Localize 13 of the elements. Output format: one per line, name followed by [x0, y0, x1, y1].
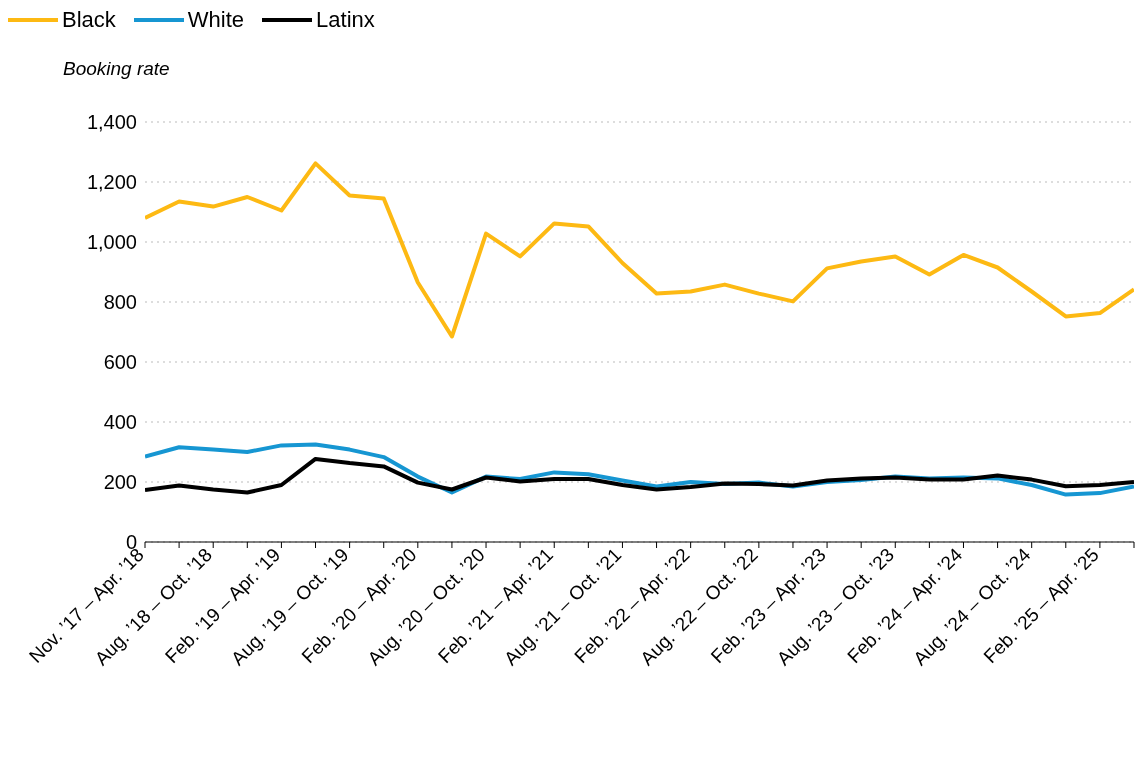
y-tick-label: 1,000 — [86, 231, 137, 254]
line-series — [145, 456, 1134, 495]
y-tick-label: 800 — [103, 291, 137, 314]
y-tick-label: 1,200 — [86, 171, 137, 194]
y-tick-label: 600 — [103, 351, 137, 374]
line-series — [145, 161, 1134, 339]
legend-label: Latinx — [316, 7, 375, 33]
y-tick-label: 1,400 — [86, 111, 137, 134]
y-tick-label: 400 — [103, 411, 137, 434]
legend-label: Black — [62, 7, 116, 33]
y-axis-title: Booking rate — [63, 58, 170, 80]
legend-label: White — [187, 7, 245, 33]
y-tick-label: 200 — [103, 471, 137, 494]
